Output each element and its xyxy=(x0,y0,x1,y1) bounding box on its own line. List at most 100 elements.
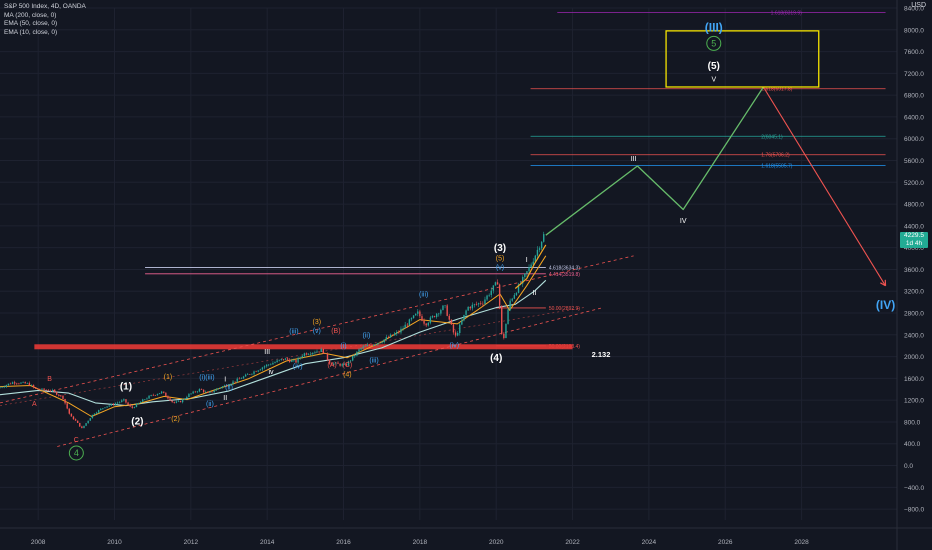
wave-label: I xyxy=(224,376,226,383)
fib-level-label: 4.414(3519.8) xyxy=(549,272,580,278)
candle-body xyxy=(425,323,427,326)
candle-body xyxy=(129,404,131,407)
wave-label: (v) xyxy=(496,265,504,272)
candle-body xyxy=(433,316,436,317)
candle-body xyxy=(419,311,421,317)
wave-label: (iii) xyxy=(289,328,298,335)
legend-ma200: MA (200, close, 0) xyxy=(4,11,57,19)
wave-label: B xyxy=(47,376,52,383)
candle-body xyxy=(513,295,516,299)
candle-body xyxy=(341,364,343,366)
y-tick-label: 3200.0 xyxy=(904,289,924,296)
candle-body xyxy=(381,342,383,343)
candle-body xyxy=(112,404,115,405)
candle-body xyxy=(251,373,253,375)
candle-body xyxy=(494,282,497,286)
legend-ema10: EMA (10, close, 0) xyxy=(4,28,58,36)
candle-body xyxy=(314,352,316,354)
candle-body xyxy=(543,234,545,242)
candle-body xyxy=(28,383,31,386)
candle-body xyxy=(244,374,247,377)
candle-body xyxy=(536,249,539,256)
candle-body xyxy=(490,290,492,295)
x-tick-label: 2026 xyxy=(718,539,733,546)
ma200-line xyxy=(0,279,547,407)
candle-body xyxy=(34,387,37,389)
candle-body xyxy=(320,349,322,352)
candle-body xyxy=(89,418,91,421)
candle-body xyxy=(400,328,402,333)
fib-level-label: 1.76(5706.2) xyxy=(761,153,790,159)
candle-body xyxy=(255,371,257,373)
candle-body xyxy=(131,406,133,408)
candle-body xyxy=(118,401,121,403)
y-tick-label: 1600.0 xyxy=(904,376,924,383)
candle-body xyxy=(276,360,278,363)
candle-body xyxy=(209,391,211,393)
candle-body xyxy=(194,391,196,393)
candle-body xyxy=(53,390,56,392)
wave-label: V xyxy=(711,76,716,83)
candle-body xyxy=(236,378,238,382)
candle-body xyxy=(72,416,75,420)
candle-body xyxy=(49,390,52,392)
candle-body xyxy=(295,360,297,363)
candle-body xyxy=(85,423,87,426)
candle-body xyxy=(91,414,94,419)
wave-label: (3) xyxy=(313,319,322,326)
candle-body xyxy=(253,371,255,374)
candle-body xyxy=(524,273,526,277)
ema10-line xyxy=(514,244,547,289)
candle-body xyxy=(70,413,73,417)
candle-body xyxy=(30,385,33,386)
candle-body xyxy=(242,376,245,379)
y-tick-label: 8400.0 xyxy=(904,6,924,13)
candle-body xyxy=(297,358,299,363)
candle-body xyxy=(322,349,325,354)
candle-body xyxy=(469,306,471,309)
candle-body xyxy=(387,337,390,338)
candle-body xyxy=(156,394,159,396)
candle-body xyxy=(121,400,123,402)
candle-body xyxy=(498,284,501,306)
candle-body xyxy=(429,317,432,323)
wave-label: (C) xyxy=(342,362,352,369)
wave-label: II xyxy=(532,290,536,297)
candle-body xyxy=(356,351,358,356)
fib-level-label: 2(6045.1) xyxy=(761,134,783,140)
candle-body xyxy=(383,339,385,343)
candle-body xyxy=(335,362,337,364)
candle-body xyxy=(79,422,81,427)
candle-body xyxy=(398,331,400,333)
candle-body xyxy=(423,320,425,324)
candle-body xyxy=(286,358,289,360)
y-tick-label: 2400.0 xyxy=(904,332,924,339)
candle-body xyxy=(431,316,434,318)
candle-body xyxy=(312,352,314,355)
candle-body xyxy=(234,381,236,383)
candle-body xyxy=(144,399,146,400)
projection-arrowhead xyxy=(880,279,887,287)
candle-body xyxy=(454,332,457,336)
currency-label: USD xyxy=(911,2,926,9)
channel-upper xyxy=(0,255,634,404)
candle-body xyxy=(228,385,230,387)
candle-body xyxy=(13,382,16,384)
candle-body xyxy=(316,351,318,353)
candle-body xyxy=(412,315,415,319)
candle-body xyxy=(127,402,129,405)
candle-body xyxy=(326,353,329,360)
candle-body xyxy=(133,407,136,408)
candle-body xyxy=(440,310,442,314)
candle-body xyxy=(230,383,232,386)
candle-body xyxy=(114,403,117,405)
candle-body xyxy=(177,400,180,402)
support-label: 2.132 xyxy=(592,350,611,359)
candle-body xyxy=(37,388,39,390)
candle-body xyxy=(87,420,89,424)
candle-body xyxy=(24,382,26,384)
candle-body xyxy=(93,413,96,415)
wave-label: III xyxy=(264,349,270,356)
candle-body xyxy=(26,383,28,384)
